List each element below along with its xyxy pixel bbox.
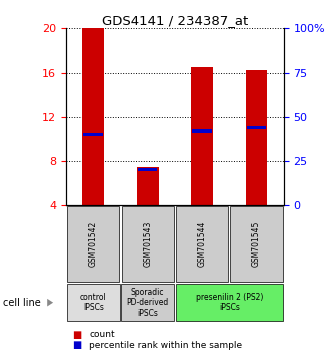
Bar: [82, 28, 104, 205]
Bar: [230, 206, 283, 282]
Bar: [138, 169, 157, 171]
Bar: [176, 206, 228, 282]
Text: GSM701544: GSM701544: [198, 221, 207, 268]
Bar: [121, 284, 174, 321]
Text: control
IPSCs: control IPSCs: [80, 293, 107, 312]
Bar: [121, 206, 174, 282]
Bar: [67, 206, 119, 282]
Bar: [176, 284, 283, 321]
Bar: [247, 126, 266, 129]
Text: Sporadic
PD-derived
iPSCs: Sporadic PD-derived iPSCs: [126, 288, 169, 318]
Bar: [246, 70, 267, 205]
Text: GSM701542: GSM701542: [89, 221, 98, 267]
Bar: [192, 130, 212, 132]
Text: GSM701545: GSM701545: [252, 221, 261, 268]
Bar: [137, 167, 158, 205]
Text: ■: ■: [73, 340, 82, 350]
Text: cell line: cell line: [3, 298, 41, 308]
Text: GSM701543: GSM701543: [143, 221, 152, 268]
Text: count: count: [89, 330, 115, 339]
Polygon shape: [47, 299, 53, 307]
Text: percentile rank within the sample: percentile rank within the sample: [89, 341, 242, 350]
Bar: [83, 133, 103, 136]
Title: GDS4141 / 234387_at: GDS4141 / 234387_at: [102, 14, 248, 27]
Text: presenilin 2 (PS2)
iPSCs: presenilin 2 (PS2) iPSCs: [196, 293, 263, 312]
Bar: [67, 284, 119, 321]
Text: ■: ■: [73, 330, 82, 339]
Bar: [191, 67, 213, 205]
